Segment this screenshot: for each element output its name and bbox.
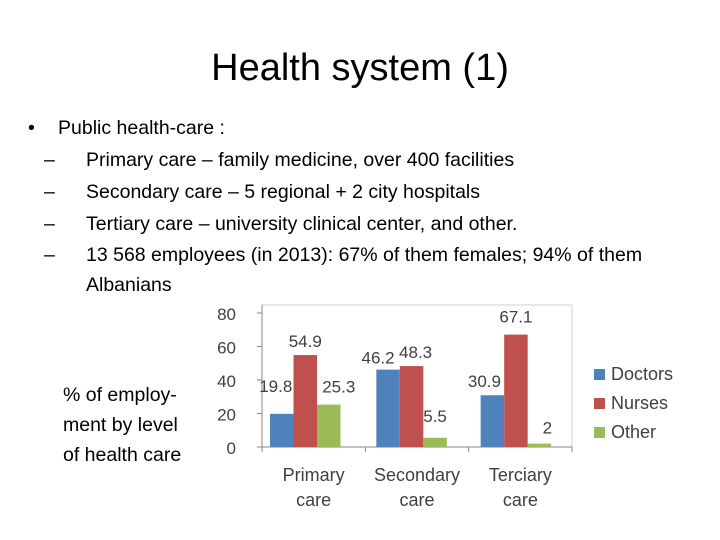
- chart-side-label: % of employ- ment by level of health car…: [63, 380, 213, 470]
- legend-label-other: Other: [611, 422, 656, 442]
- side-label-line: % of employ-: [63, 384, 177, 406]
- x-category-label: care: [503, 490, 538, 510]
- data-label: 67.1: [499, 308, 532, 327]
- side-label-line: ment by level: [63, 414, 178, 436]
- bullet-dot-icon: •: [28, 117, 35, 139]
- y-tick-label: 60: [217, 339, 236, 358]
- sub-bullet-employees: – 13 568 employees (in 2013): 67% of the…: [28, 240, 708, 300]
- bar-other: [527, 443, 552, 447]
- data-label: 30.9: [468, 372, 501, 391]
- x-category-label: Primary: [283, 465, 345, 485]
- legend-swatch-doctors: [594, 369, 605, 380]
- bar-other: [423, 437, 447, 447]
- bar-nurses: [504, 334, 528, 447]
- bar-doctors: [480, 395, 505, 447]
- bar-other: [317, 404, 341, 447]
- slide-title: Health system (1): [211, 47, 509, 89]
- dash-icon: –: [44, 181, 55, 203]
- legend-label-nurses: Nurses: [611, 393, 668, 413]
- dash-icon: –: [44, 149, 55, 171]
- y-tick-label: 40: [217, 372, 236, 391]
- bar-nurses: [293, 355, 317, 447]
- legend-label-doctors: Doctors: [611, 364, 673, 384]
- data-label: 25.3: [322, 378, 355, 397]
- legend-swatch-other: [594, 427, 605, 438]
- y-tick-label: 20: [217, 406, 236, 425]
- bar-doctors: [376, 369, 400, 447]
- data-label: 2: [543, 419, 552, 438]
- y-tick-label: 0: [227, 439, 236, 458]
- sub-bullet-text: 13 568 employees (in 2013): 67% of them …: [86, 244, 643, 296]
- data-label: 5.5: [423, 407, 447, 426]
- sub-bullet-text: Secondary care – 5 regional + 2 city hos…: [86, 181, 481, 203]
- data-label: 48.3: [399, 343, 432, 362]
- x-category-label: Secondary: [374, 465, 460, 485]
- bullet-public-health-care: • Public health-care :: [28, 112, 708, 144]
- bar-nurses: [399, 366, 424, 447]
- data-label: 54.9: [289, 332, 322, 351]
- sub-bullet-primary-care: – Primary care – family medicine, over 4…: [28, 144, 708, 176]
- data-label: 46.2: [362, 349, 395, 368]
- dash-icon: –: [44, 244, 55, 266]
- sub-bullet-tertiary-care: – Tertiary care – university clinical ce…: [28, 208, 708, 240]
- bar-doctors: [270, 413, 294, 447]
- x-category-label: care: [296, 490, 331, 510]
- data-label: 19.8: [259, 377, 292, 396]
- dash-icon: –: [44, 213, 55, 235]
- sub-bullet-text: Primary care – family medicine, over 400…: [86, 149, 515, 171]
- bullet-list: • Public health-care : – Primary care – …: [28, 112, 708, 300]
- sub-bullet-text: Tertiary care – university clinical cent…: [86, 213, 518, 235]
- bullet-text: Public health-care :: [58, 117, 225, 139]
- sub-bullet-secondary-care: – Secondary care – 5 regional + 2 city h…: [28, 176, 708, 208]
- legend-swatch-nurses: [594, 398, 605, 409]
- y-tick-label: 80: [217, 305, 236, 324]
- side-label-line: of health care: [63, 444, 182, 466]
- x-category-label: Terciary: [489, 465, 552, 485]
- x-category-label: care: [399, 490, 434, 510]
